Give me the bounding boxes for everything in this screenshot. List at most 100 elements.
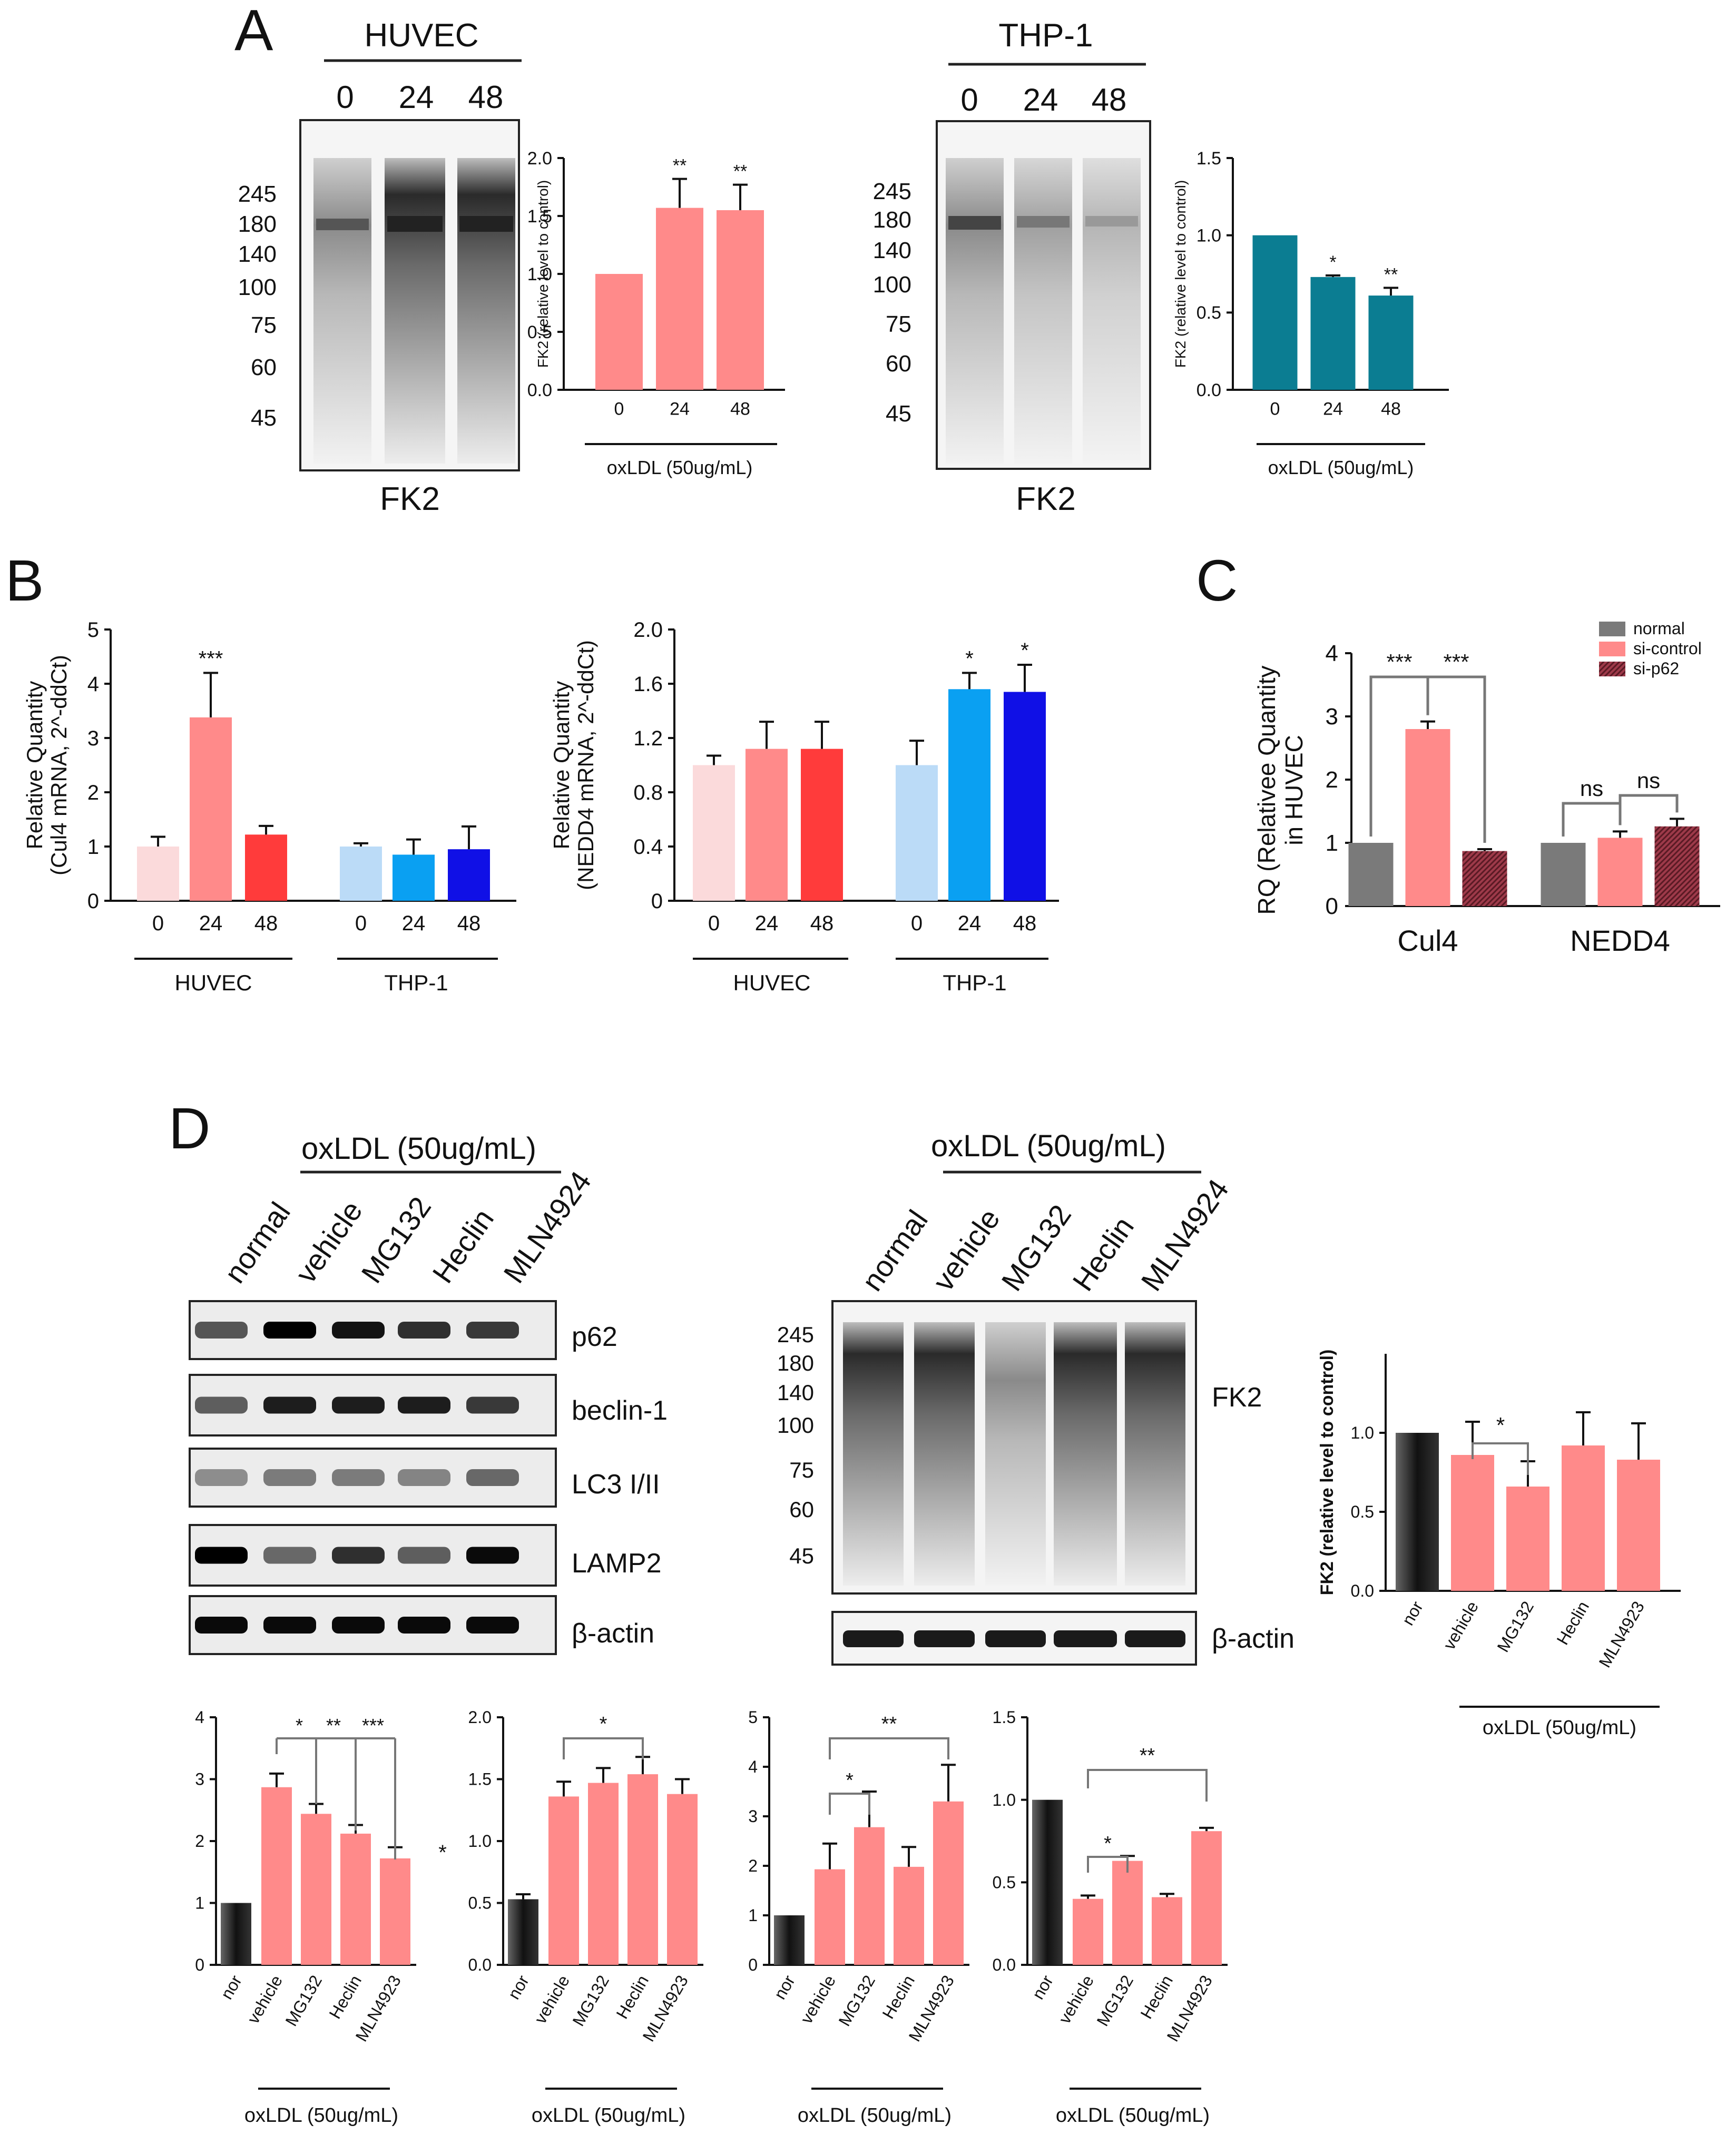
blot-d-right: oxLDL (50ug/mL) normal vehicle MG132 Hec… — [777, 1129, 1294, 1666]
mw-marker: 140 — [777, 1380, 814, 1405]
significance-label: * — [1104, 1833, 1112, 1855]
x-axis-label: oxLDL (50ug/mL) — [1268, 457, 1414, 478]
x-tick-label: 48 — [457, 912, 481, 935]
bar — [548, 1796, 579, 1965]
blot-header: oxLDL (50ug/mL) — [931, 1129, 1166, 1163]
blot-row-label: p62 — [572, 1322, 617, 1352]
y-tick-label: 1 — [87, 835, 99, 859]
blot-lane — [1054, 1322, 1117, 1586]
bar — [508, 1899, 538, 1965]
mw-marker: 180 — [777, 1351, 814, 1375]
bar — [774, 1915, 805, 1965]
lane-label: 0 — [960, 82, 978, 117]
blot-lane — [313, 158, 371, 464]
blot-band — [195, 1617, 248, 1634]
mw-marker: 60 — [789, 1497, 814, 1522]
panel-label-c: C — [1196, 548, 1238, 613]
x-tick-label: Heclin — [1136, 1972, 1176, 2022]
x-tick-label: 0 — [1270, 399, 1280, 419]
y-tick-label: 2 — [195, 1832, 204, 1851]
x-tick-label: nor — [1028, 1972, 1057, 2002]
significance-label: * — [965, 647, 974, 670]
legend-label: normal — [1633, 619, 1685, 638]
y-tick-label: 0.0 — [527, 380, 552, 400]
mw-marker: 140 — [238, 241, 277, 267]
y-tick-label: 1.5 — [1196, 149, 1221, 169]
bar — [746, 749, 788, 901]
blot-band — [1054, 1630, 1117, 1647]
bar — [1617, 1460, 1660, 1591]
bar — [137, 847, 179, 901]
y-tick-label: 1 — [195, 1894, 204, 1913]
x-tick-label: 24 — [958, 912, 982, 935]
x-tick-label: 0 — [614, 399, 624, 419]
bar — [1252, 235, 1298, 390]
bar — [1310, 277, 1356, 390]
x-tick-label: 48 — [730, 399, 750, 419]
y-tick-label: 4 — [87, 673, 99, 696]
lane-label: MG132 — [995, 1198, 1077, 1297]
x-tick-label: 48 — [810, 912, 834, 935]
mw-marker: 245 — [238, 181, 277, 207]
y-tick-label: 1.0 — [993, 1790, 1016, 1809]
bar — [1506, 1487, 1549, 1591]
bar — [1396, 1433, 1439, 1591]
blot-band — [195, 1396, 248, 1414]
blot-band — [843, 1630, 904, 1647]
bar — [656, 208, 703, 390]
group-label: THP-1 — [943, 970, 1006, 995]
significance-bracket — [829, 1793, 870, 1815]
blot-band — [263, 1469, 316, 1486]
legend-label: si-control — [1633, 639, 1702, 658]
bar — [221, 1903, 251, 1965]
y-tick-label: 3 — [195, 1770, 204, 1789]
bar — [190, 717, 232, 901]
y-tick-label: 1.0 — [1351, 1423, 1374, 1442]
bar — [948, 689, 990, 901]
y-tick-label: 0.0 — [468, 1955, 492, 1974]
lane-label: 48 — [468, 80, 504, 115]
mw-marker: 60 — [886, 351, 911, 377]
significance-label: * — [1496, 1413, 1505, 1438]
bar — [1654, 826, 1700, 906]
bar — [1462, 851, 1507, 906]
y-axis-label: FK2 (relative level to control) — [1172, 180, 1189, 368]
blot-band — [985, 1630, 1046, 1647]
y-tick-label: 5 — [748, 1708, 758, 1727]
x-tick-label: 24 — [199, 912, 223, 935]
lane-label: MLN4924 — [497, 1165, 597, 1289]
y-tick-label: 0 — [87, 890, 99, 913]
blot-band — [195, 1322, 248, 1339]
y-tick-label: 3 — [1326, 704, 1338, 730]
blot-band — [948, 216, 1001, 230]
lane-label: MG132 — [355, 1191, 437, 1289]
significance-label: *** — [199, 647, 223, 670]
y-tick-label: 2.0 — [468, 1708, 492, 1727]
bar — [1004, 692, 1046, 901]
blot-band — [332, 1469, 385, 1486]
x-tick-label: 0 — [152, 912, 164, 935]
blot-lane — [385, 158, 445, 464]
blot-header: HUVEC — [364, 17, 478, 54]
y-tick-label: 2.0 — [527, 149, 552, 169]
y-tick-label: 0 — [1326, 893, 1338, 919]
x-tick-label: 48 — [254, 912, 278, 935]
legend-swatch — [1599, 642, 1625, 656]
chart-a-thp1: 0.0 0.5 1.0 1.5 FK2 (relative level to contr… — [1172, 149, 1449, 478]
significance-bracket — [1087, 1856, 1129, 1873]
significance-label: ** — [326, 1715, 341, 1736]
blot-band — [914, 1630, 975, 1647]
significance-label: * — [296, 1715, 303, 1736]
blot-band — [398, 1396, 450, 1414]
significance-label: * — [1021, 639, 1029, 662]
y-tick-label: 1.0 — [527, 264, 552, 284]
bar — [380, 1858, 410, 1965]
y-tick-label: 1.2 — [633, 727, 663, 750]
bar — [261, 1787, 292, 1965]
x-tick-label: nor — [1398, 1598, 1427, 1628]
blot-band — [332, 1396, 385, 1414]
panel-label-b: B — [5, 548, 44, 613]
significance-label: *** — [1443, 650, 1469, 674]
